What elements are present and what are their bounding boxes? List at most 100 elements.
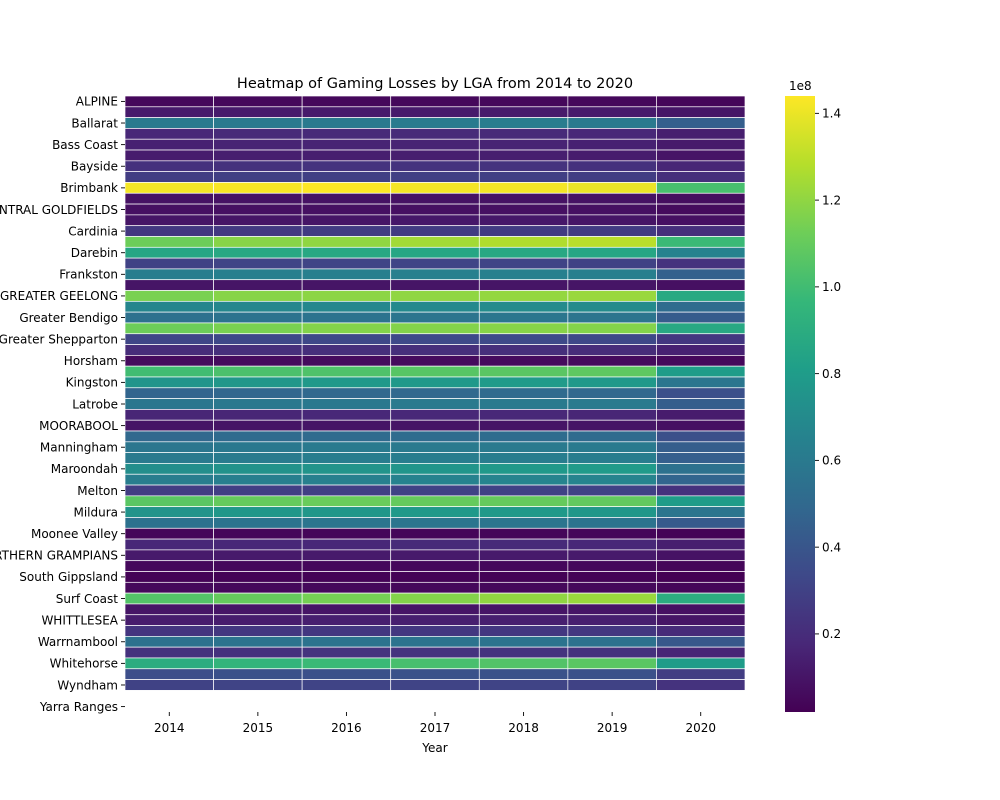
- heatmap-cell: [567, 376, 657, 389]
- heatmap-cell: [301, 581, 392, 594]
- heatmap-cell: [390, 517, 480, 529]
- heatmap-cell: [124, 128, 214, 140]
- heatmap-cell: [567, 236, 657, 248]
- heatmap-cell: [390, 246, 480, 259]
- heatmap-cell: [301, 538, 392, 551]
- heatmap-cell: [213, 398, 303, 410]
- heatmap-cell: [478, 268, 569, 281]
- heatmap-cell: [124, 581, 214, 594]
- heatmap-cell: [390, 636, 480, 648]
- heatmap-cell: [567, 322, 657, 335]
- heatmap-cell: [213, 679, 303, 691]
- x-tick-label: 2019: [597, 721, 628, 735]
- heatmap-cell: [656, 463, 746, 475]
- heatmap-cell: [213, 117, 303, 129]
- heatmap-cell: [567, 668, 657, 680]
- heatmap-cell: [478, 679, 569, 691]
- heatmap-cell: [124, 560, 214, 572]
- heatmap-cell: [567, 419, 657, 432]
- heatmap-cell: [656, 646, 746, 659]
- heatmap-cell: [656, 225, 746, 237]
- y-tick-label: ALPINE: [76, 95, 118, 109]
- heatmap-cell: [124, 300, 214, 313]
- heatmap-cell: [656, 452, 746, 464]
- heatmap-cell: [478, 668, 569, 680]
- heatmap-cell: [390, 560, 480, 572]
- heatmap-cell: [301, 171, 392, 183]
- heatmap-cell: [656, 311, 746, 324]
- heatmap-cell: [301, 636, 392, 648]
- heatmap-cell: [213, 473, 303, 486]
- y-tick-label: GREATER GEELONG: [0, 289, 118, 303]
- heatmap-cell: [478, 149, 569, 162]
- heatmap-cell: [213, 636, 303, 648]
- heatmap-cell: [301, 333, 392, 345]
- heatmap-cell: [390, 581, 480, 594]
- heatmap-cell: [301, 290, 392, 302]
- heatmap-cell: [213, 344, 303, 356]
- heatmap-cell: [656, 214, 746, 227]
- heatmap-cell: [390, 592, 480, 605]
- heatmap-cell: [124, 419, 214, 432]
- x-tick-label: 2017: [420, 721, 451, 735]
- heatmap-cell: [567, 344, 657, 356]
- heatmap-cell: [390, 679, 480, 691]
- heatmap-cell: [656, 246, 746, 259]
- heatmap-cell: [390, 603, 480, 616]
- y-tick-label: WHITTLESEA: [41, 613, 118, 627]
- heatmap-cell: [124, 398, 214, 410]
- heatmap-cell: [567, 463, 657, 475]
- heatmap-cell: [390, 409, 480, 421]
- heatmap-cell: [390, 571, 480, 583]
- heatmap-cell: [567, 495, 657, 508]
- heatmap-cell: [213, 365, 303, 378]
- heatmap-cell: [478, 614, 569, 626]
- heatmap-cell: [478, 279, 569, 291]
- heatmap-cell: [478, 344, 569, 356]
- x-tick-label: 2015: [243, 721, 274, 735]
- heatmap-cell: [390, 355, 480, 367]
- colorbar-tick-label: 0.6: [822, 454, 841, 468]
- heatmap-cell: [390, 300, 480, 313]
- heatmap-cell: [213, 95, 303, 108]
- heatmap-cell: [567, 527, 657, 540]
- heatmap-cell: [567, 128, 657, 140]
- heatmap-cell: [390, 311, 480, 324]
- y-tick-label: Whitehorse: [50, 657, 118, 671]
- heatmap-cell: [478, 257, 569, 270]
- heatmap-cell: [124, 117, 214, 129]
- heatmap-cell: [124, 376, 214, 389]
- heatmap-cell: [656, 128, 746, 140]
- heatmap-cell: [390, 203, 480, 216]
- heatmap-cell: [656, 430, 746, 443]
- heatmap-cells: [124, 95, 746, 691]
- heatmap-cell: [301, 484, 392, 497]
- heatmap-cell: [567, 646, 657, 659]
- heatmap-cell: [567, 441, 657, 453]
- heatmap-cell: [213, 333, 303, 345]
- heatmap-cell: [390, 657, 480, 670]
- heatmap-cell: [390, 387, 480, 399]
- heatmap-cell: [301, 138, 392, 151]
- heatmap-cell: [213, 592, 303, 605]
- heatmap-cell: [656, 138, 746, 151]
- heatmap-cell: [213, 603, 303, 616]
- heatmap-cell: [213, 311, 303, 324]
- heatmap-cell: [213, 300, 303, 313]
- colorbar-tick-label: 1.0: [822, 280, 841, 294]
- heatmap-cell: [301, 149, 392, 162]
- heatmap-cell: [124, 138, 214, 151]
- heatmap-cell: [124, 236, 214, 248]
- heatmap-cell: [478, 214, 569, 227]
- heatmap-cell: [567, 257, 657, 270]
- y-tick-label: Yarra Ranges: [39, 700, 118, 714]
- heatmap-cell: [390, 279, 480, 291]
- heatmap-cell: [213, 668, 303, 680]
- heatmap-cell: [478, 171, 569, 183]
- heatmap-cell: [124, 311, 214, 324]
- heatmap-cell: [390, 625, 480, 637]
- heatmap-cell: [478, 225, 569, 237]
- heatmap-cell: [656, 571, 746, 583]
- heatmap-cell: [124, 636, 214, 648]
- heatmap-cell: [478, 517, 569, 529]
